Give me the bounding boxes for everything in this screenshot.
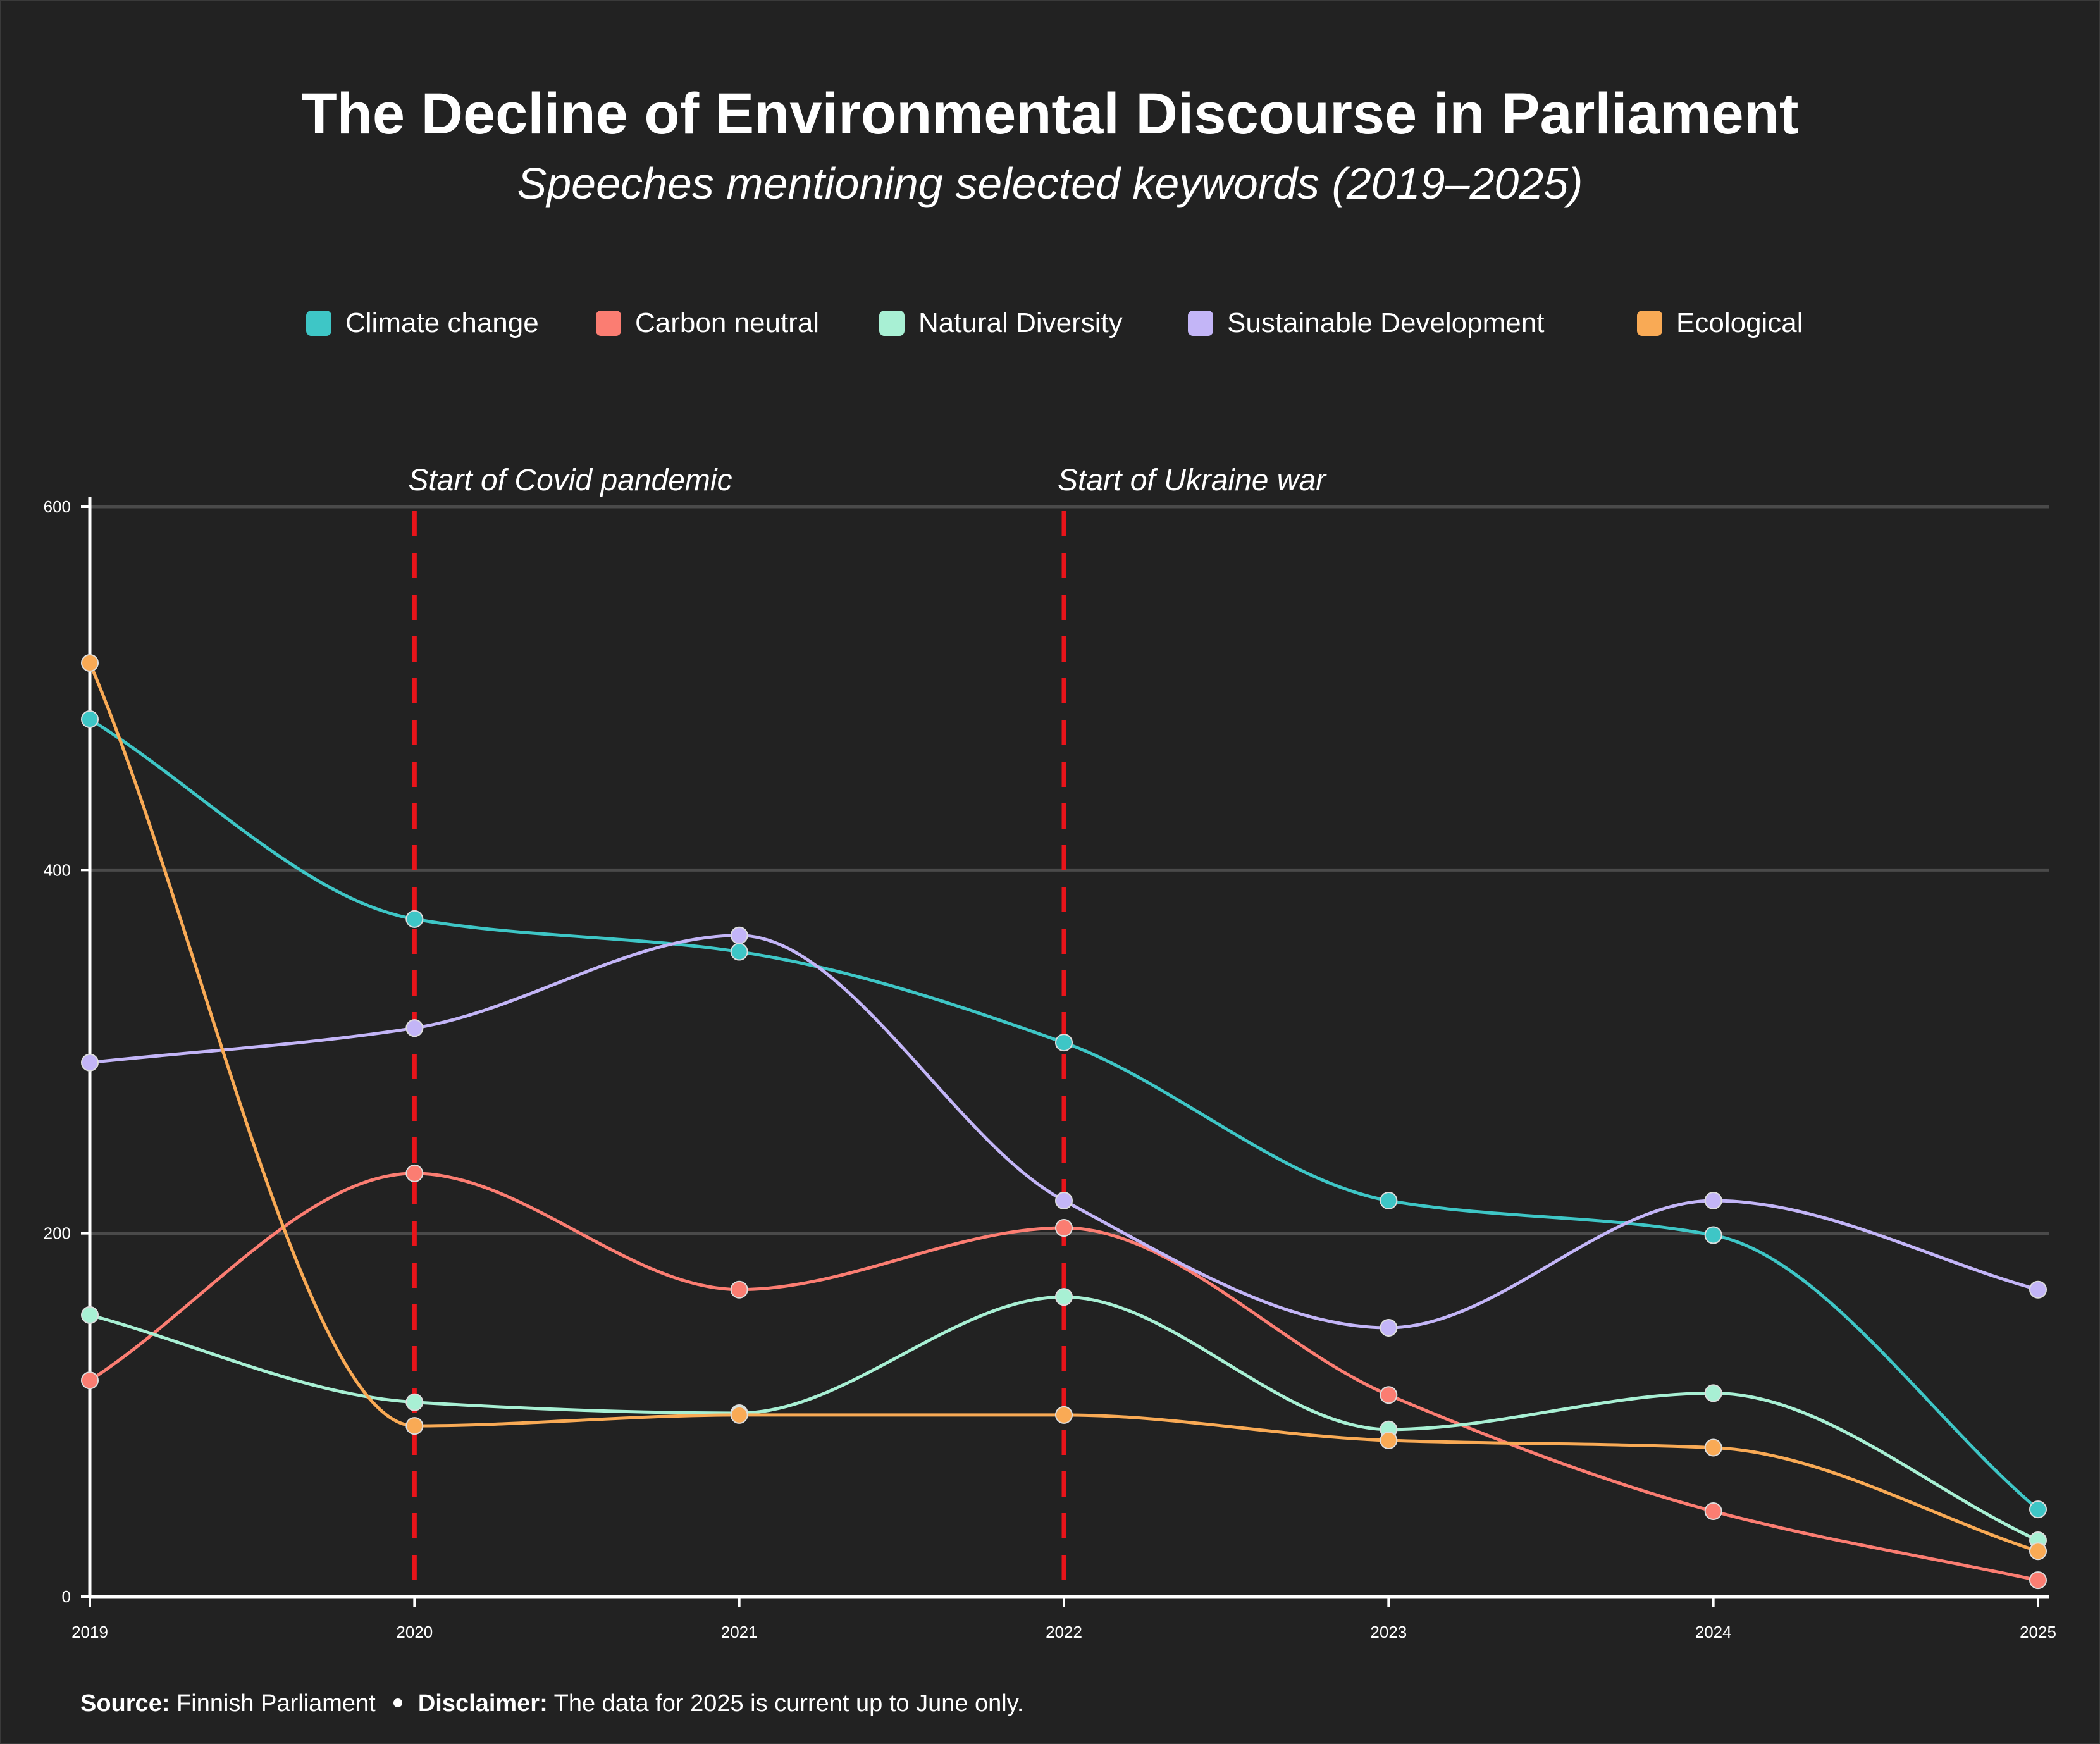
data-point-ecological — [2029, 1542, 2047, 1561]
data-point-carbon-neutral — [1055, 1219, 1073, 1237]
legend-label: Carbon neutral — [635, 307, 820, 338]
data-point-carbon-neutral — [81, 1371, 99, 1390]
legend-swatch — [879, 311, 905, 336]
data-point-climate-change — [2029, 1500, 2047, 1519]
legend: Climate change Carbon neutral Natural Di… — [0, 307, 2100, 345]
data-point-natural-diversity — [1704, 1384, 1722, 1402]
annotation-label: Start of Covid pandemic — [408, 464, 732, 497]
data-point-climate-change — [81, 710, 99, 728]
chart-subtitle: Speeches mentioning selected keywords (2… — [517, 159, 1583, 208]
data-point-sustainable-development — [81, 1053, 99, 1072]
data-point-natural-diversity — [1055, 1288, 1073, 1306]
legend-item-carbon-neutral[interactable]: Carbon neutral — [596, 307, 819, 339]
data-point-ecological — [1055, 1406, 1073, 1424]
separator-dot-icon — [393, 1698, 403, 1707]
data-point-sustainable-development — [405, 1019, 424, 1037]
source-text: Finnish Parliament — [176, 1690, 376, 1717]
x-tick-label: 2021 — [721, 1623, 758, 1642]
data-point-carbon-neutral — [730, 1280, 748, 1299]
x-tick-label: 2023 — [1370, 1623, 1407, 1642]
data-point-climate-change — [405, 910, 424, 928]
x-tick-label: 2022 — [1046, 1623, 1082, 1642]
data-point-sustainable-development — [1704, 1191, 1722, 1209]
legend-label: Natural Diversity — [918, 307, 1123, 338]
legend-swatch — [306, 311, 331, 336]
y-tick-label: 600 — [44, 497, 71, 516]
data-point-natural-diversity — [405, 1393, 424, 1411]
y-tick-label: 0 — [62, 1587, 71, 1606]
series-line-ecological — [88, 662, 2039, 1553]
data-point-climate-change — [1055, 1034, 1073, 1052]
data-point-sustainable-development — [1055, 1191, 1073, 1209]
data-point-carbon-neutral — [2029, 1571, 2047, 1590]
data-point-ecological — [405, 1417, 424, 1435]
legend-label: Climate change — [345, 307, 539, 338]
x-tick-label: 2025 — [2020, 1623, 2056, 1642]
data-point-ecological — [1380, 1432, 1398, 1450]
data-point-ecological — [1704, 1438, 1722, 1457]
data-point-sustainable-development — [2029, 1280, 2047, 1299]
disclaimer-label: Disclaimer: — [417, 1690, 548, 1717]
x-tick-label: 2020 — [396, 1623, 433, 1642]
legend-label: Sustainable Development — [1227, 307, 1545, 338]
y-tick-label: 200 — [44, 1224, 71, 1243]
legend-label: Ecological — [1676, 307, 1803, 338]
data-point-ecological — [730, 1406, 748, 1424]
data-point-climate-change — [730, 943, 748, 961]
legend-item-natural-diversity[interactable]: Natural Diversity — [879, 307, 1123, 339]
data-point-climate-change — [1380, 1191, 1398, 1209]
data-point-ecological — [81, 653, 99, 672]
data-point-carbon-neutral — [1380, 1386, 1398, 1404]
x-tick-label: 2019 — [71, 1623, 108, 1642]
x-tick-label: 2024 — [1695, 1623, 1732, 1642]
annotation-label: Start of Ukraine war — [1058, 464, 1327, 497]
legend-swatch — [596, 311, 621, 336]
data-point-carbon-neutral — [405, 1164, 424, 1182]
data-point-climate-change — [1704, 1226, 1722, 1244]
legend-swatch — [1637, 311, 1662, 336]
legend-item-ecological[interactable]: Ecological — [1637, 307, 1803, 339]
legend-swatch — [1188, 311, 1213, 336]
data-point-natural-diversity — [81, 1306, 99, 1324]
chart-title: The Decline of Environmental Discourse i… — [301, 82, 1799, 146]
disclaimer-text: The data for 2025 is current up to June … — [553, 1690, 1024, 1717]
data-point-sustainable-development — [1380, 1318, 1398, 1337]
footer: Source: Finnish Parliament Disclaimer: T… — [80, 1690, 1023, 1717]
source-label: Source: — [80, 1690, 170, 1717]
legend-item-climate-change[interactable]: Climate change — [306, 307, 539, 339]
data-point-sustainable-development — [730, 926, 748, 944]
data-point-carbon-neutral — [1704, 1502, 1722, 1521]
y-tick-label: 400 — [44, 860, 71, 879]
legend-item-sustainable-development[interactable]: Sustainable Development — [1188, 307, 1544, 339]
